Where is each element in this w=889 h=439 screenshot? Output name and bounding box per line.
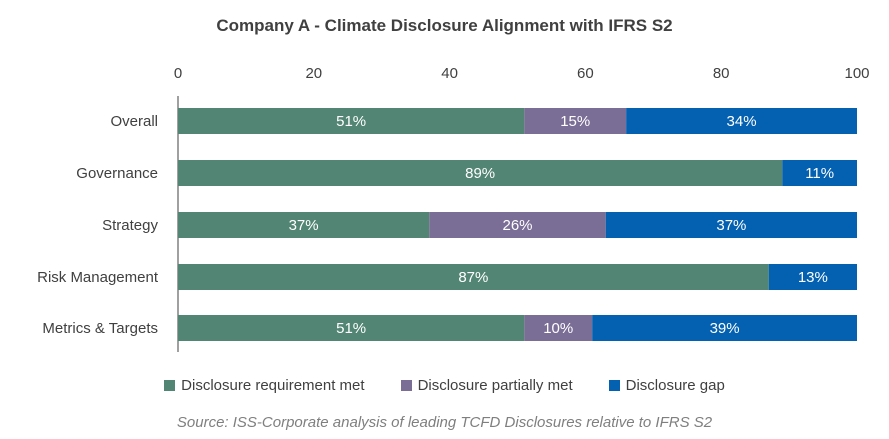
bar-segment xyxy=(178,264,769,290)
bar-segment xyxy=(592,315,857,341)
chart-title: Company A - Climate Disclosure Alignment… xyxy=(216,16,673,35)
category-label: Risk Management xyxy=(37,269,159,286)
bar-segment xyxy=(782,160,857,186)
bar-segment xyxy=(178,212,430,238)
legend-label-met: Disclosure requirement met xyxy=(181,377,365,394)
data-label: 37% xyxy=(716,217,746,234)
bar-segment xyxy=(178,160,783,186)
bar-segment xyxy=(524,108,627,134)
data-label: 10% xyxy=(543,320,573,337)
data-label: 51% xyxy=(336,113,366,130)
legend-swatch-met xyxy=(164,380,176,391)
bar-segment xyxy=(178,108,525,134)
x-tick-label: 100 xyxy=(844,65,869,82)
x-tick-label: 80 xyxy=(713,65,730,82)
data-label: 15% xyxy=(560,113,590,130)
category-label: Governance xyxy=(76,165,158,182)
x-tick-label: 20 xyxy=(305,65,322,82)
source-note: Source: ISS-Corporate analysis of leadin… xyxy=(176,414,713,431)
legend-item-gap: Disclosure gap xyxy=(608,377,725,394)
legend-label-partial: Disclosure partially met xyxy=(417,377,573,394)
data-label: 34% xyxy=(727,113,757,130)
bar-segment xyxy=(605,212,857,238)
data-label: 39% xyxy=(710,320,740,337)
data-label: 13% xyxy=(798,269,828,286)
category-label: Overall xyxy=(110,113,158,130)
data-label: 11% xyxy=(805,165,834,182)
category-label: Metrics & Targets xyxy=(42,320,158,337)
bar-segment xyxy=(768,264,857,290)
data-label: 26% xyxy=(502,217,532,234)
x-tick-label: 60 xyxy=(577,65,594,82)
legend-swatch-partial xyxy=(400,380,412,391)
bar-segment xyxy=(626,108,857,134)
legend: Disclosure requirement met Disclosure pa… xyxy=(0,377,889,394)
x-tick-label: 0 xyxy=(174,65,182,82)
legend-item-partial: Disclosure partially met xyxy=(400,377,573,394)
bar-segment xyxy=(429,212,606,238)
data-label: 37% xyxy=(289,217,319,234)
category-label: Strategy xyxy=(102,217,158,234)
bar-segment xyxy=(178,315,525,341)
bar-segment xyxy=(524,315,593,341)
data-label: 89% xyxy=(465,165,495,182)
data-label: 51% xyxy=(336,320,366,337)
legend-item-met: Disclosure requirement met xyxy=(164,377,365,394)
legend-swatch-gap xyxy=(608,380,620,391)
x-tick-label: 40 xyxy=(441,65,458,82)
data-label: 87% xyxy=(458,269,488,286)
legend-label-gap: Disclosure gap xyxy=(625,377,725,394)
